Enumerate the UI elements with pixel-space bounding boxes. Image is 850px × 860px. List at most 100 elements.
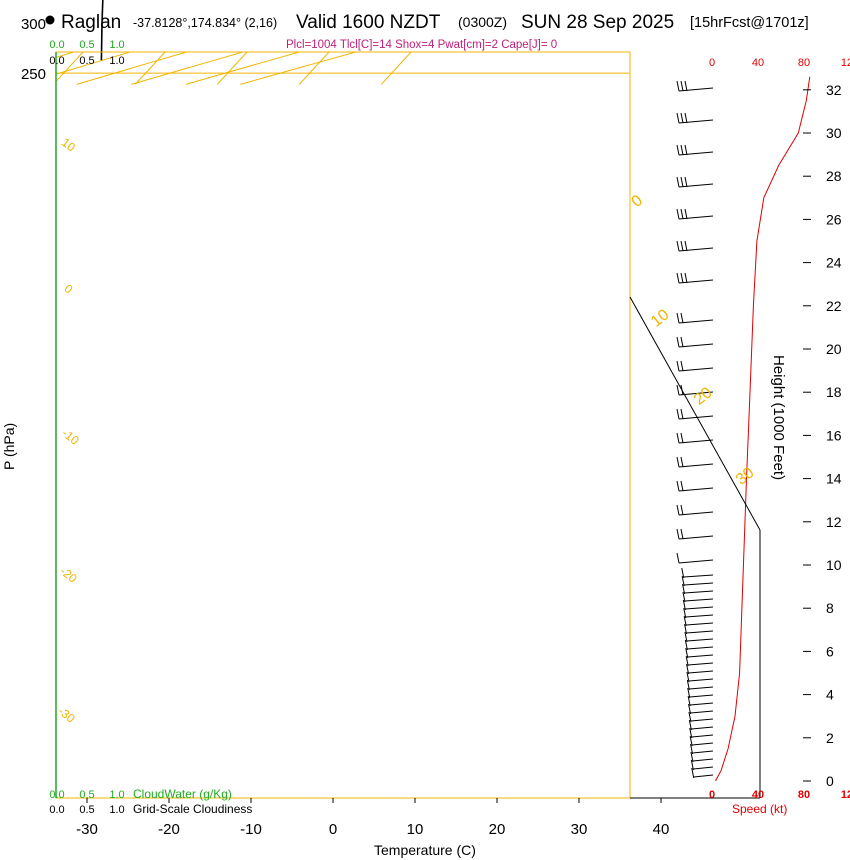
wind-barb: [683, 607, 714, 619]
wind-barb-staff: [678, 487, 714, 492]
pressure-tick-label: 300: [21, 16, 46, 33]
wind-barb-staff: [692, 758, 714, 762]
wind-barb-flag: [676, 504, 680, 516]
utc-time: (0300Z): [458, 14, 507, 30]
forecast-date: SUN 28 Sep 2025: [521, 12, 674, 33]
wind-barb: [688, 719, 714, 731]
temp-tick-label: 30: [571, 821, 588, 838]
cloud-tick-bottom-green: 1.0: [109, 789, 124, 801]
cloudwater-label: CloudWater (g/Kg): [133, 787, 232, 801]
isotherm-label: 20: [691, 384, 716, 408]
wind-barb-flag: [687, 687, 691, 699]
wind-barb-flag: [684, 639, 688, 651]
wind-barb-staff: [692, 750, 714, 754]
speed-tick-bottom: 80: [798, 789, 810, 801]
valid-time: Valid 1600 NZDT: [296, 12, 441, 33]
x-axis-label: Temperature (C): [374, 842, 476, 858]
wind-barb-flag: [688, 703, 692, 715]
moist-adiabat-line: [0, 0, 313, 84]
wind-barb-staff: [687, 654, 714, 658]
wind-barb-staff: [678, 343, 714, 348]
dry-adiabat-label: 0: [62, 281, 76, 296]
cloud-tick-top-green: 1.0: [109, 39, 124, 51]
wind-barb-staff: [687, 646, 714, 650]
height-tick-label: 8: [826, 600, 834, 616]
cloud-tick-bottom-black: 0.5: [79, 804, 94, 816]
wind-barb-staff: [691, 734, 714, 738]
isotherm-label: 10: [648, 306, 673, 330]
wind-barb-flag: [683, 607, 687, 619]
wind-barb-flag: [680, 336, 684, 348]
height-tick-label: 2: [826, 730, 834, 746]
wind-barb-staff: [689, 694, 714, 698]
wind-barb: [676, 240, 714, 252]
cloud-tick-bottom-black: 1.0: [109, 804, 124, 816]
pressure-tick-label: 250: [21, 66, 46, 83]
wind-barb-flag: [689, 727, 693, 739]
wind-barb-staff: [684, 582, 714, 586]
wind-barb-flag: [689, 735, 693, 747]
height-tick-label: 24: [826, 255, 842, 271]
wind-barb-staff: [691, 726, 714, 730]
wind-barb: [685, 655, 714, 667]
wind-barb: [688, 711, 714, 723]
wind-barb-staff: [678, 367, 714, 372]
wind-barb-flag: [684, 623, 688, 635]
wind-barb: [684, 631, 714, 643]
temp-tick-label: -20: [158, 821, 180, 838]
wind-barb-flag: [686, 671, 690, 683]
wind-barb-staff: [683, 574, 714, 578]
plot-frame: [55, 51, 631, 799]
height-tick-label: 26: [826, 211, 842, 227]
wind-barb-staff: [678, 511, 714, 516]
wind-barb: [676, 80, 714, 92]
wind-barb-flag: [691, 767, 695, 779]
wind-barb-staff: [685, 606, 714, 610]
speed-tick-top: 120: [841, 57, 850, 69]
speed-tick-bottom: 40: [752, 789, 764, 801]
wind-barb-staff: [678, 87, 714, 92]
wind-barb-flag: [680, 144, 684, 156]
wind-barb-flag: [676, 80, 680, 92]
wind-barb-flag: [684, 240, 688, 252]
wind-barb-flag: [676, 176, 680, 188]
wind-barb: [685, 647, 714, 659]
speed-tick-top: 80: [798, 57, 810, 69]
dry-adiabat-label: 10: [59, 135, 78, 154]
wind-barb-staff: [689, 686, 714, 690]
wind-barb-flag: [680, 272, 684, 284]
speed-tick-bottom: 0: [709, 789, 715, 801]
dry-adiabat-label: -20: [57, 564, 80, 586]
wind-barb-staff: [678, 559, 714, 564]
wind-barb-staff: [693, 766, 714, 770]
speed-tick-top: 0: [709, 57, 715, 69]
wind-barb-flag: [680, 208, 684, 220]
temp-tick-label: 40: [653, 821, 670, 838]
wind-barb: [676, 432, 714, 444]
temp-tick-label: 10: [407, 821, 424, 838]
wind-barb: [684, 639, 714, 651]
temp-tick-label: 20: [489, 821, 506, 838]
cloud-tick-top-green: 0.5: [79, 39, 94, 51]
height-tick-label: 4: [826, 687, 834, 703]
wind-barb: [676, 528, 714, 540]
wind-barb-flag: [680, 240, 684, 252]
height-tick-label: 22: [826, 298, 842, 314]
wind-barb: [676, 360, 714, 372]
wind-barb-flag: [676, 528, 680, 540]
wind-barb-flag: [684, 176, 688, 188]
isotherm-line: [0, 0, 17, 84]
wind-barb-flag: [680, 456, 684, 468]
grid-layer: [0, 0, 630, 85]
height-tick-label: 32: [826, 82, 842, 98]
wind-barb-flag: [685, 647, 689, 659]
wind-barb-flag: [684, 631, 688, 643]
wind-barb-flag: [682, 583, 686, 595]
wind-barb-flag: [676, 408, 680, 420]
wind-barb: [676, 456, 714, 468]
wind-barb: [690, 751, 714, 763]
wind-barb-flag: [690, 751, 694, 763]
temp-tick-label: -30: [76, 821, 98, 838]
wind-barb-flag: [680, 80, 684, 92]
wind-barb-flag: [680, 112, 684, 124]
